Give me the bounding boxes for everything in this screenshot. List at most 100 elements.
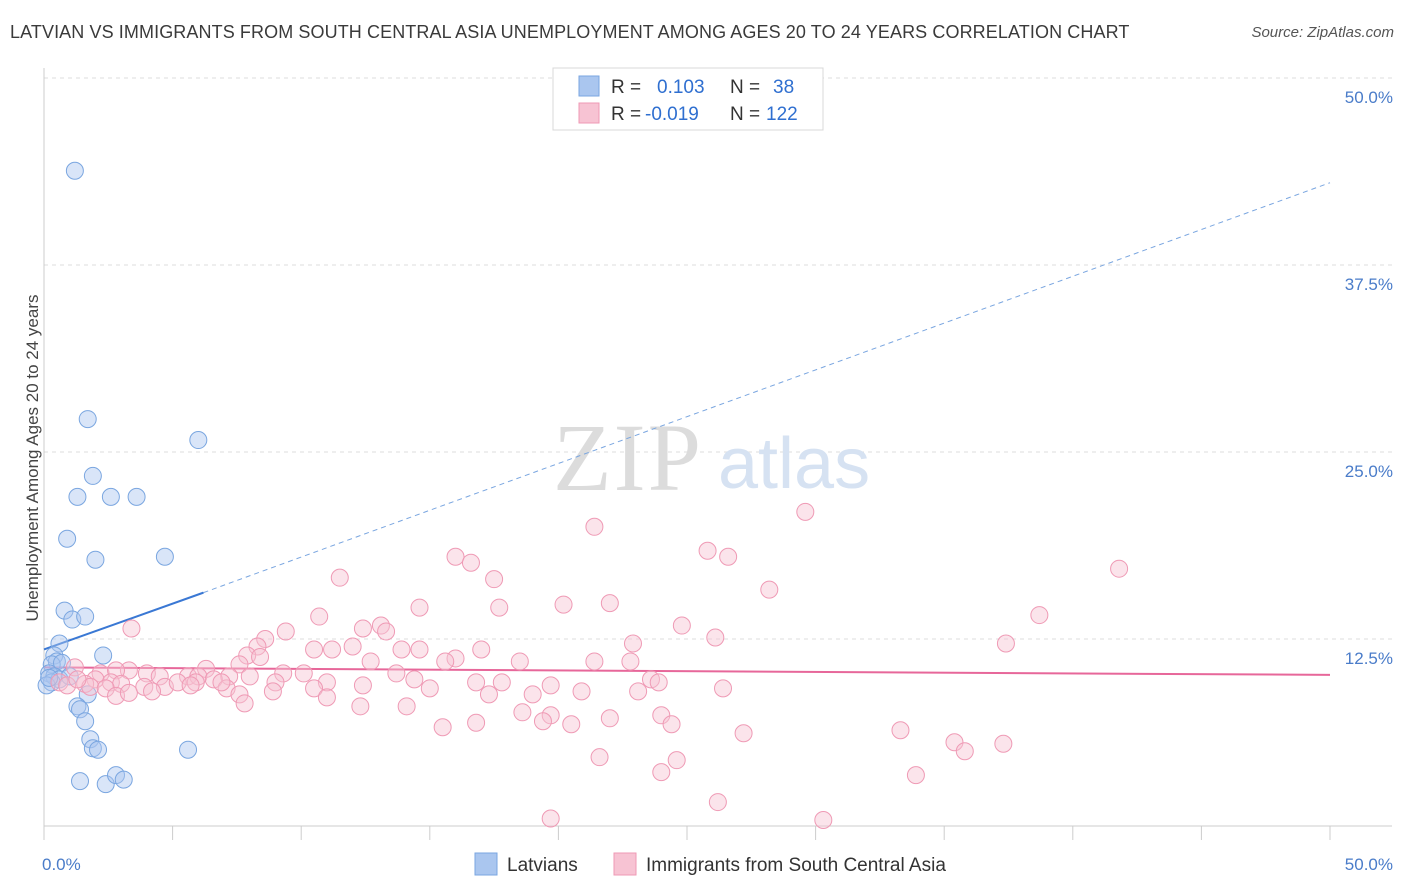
point-series1-12 <box>410 598 429 617</box>
y-tick-labels: 12.5% 25.0% 37.5% 50.0% <box>1345 88 1393 668</box>
point-series1-93 <box>119 683 138 702</box>
point-series0-5 <box>101 487 120 506</box>
point-series1-10 <box>554 595 573 614</box>
point-series0-9 <box>155 547 174 566</box>
point-series1-8 <box>485 570 504 589</box>
point-series1-95 <box>351 697 370 716</box>
point-series1-94 <box>235 694 254 713</box>
data-points <box>37 161 1129 830</box>
point-series1-34 <box>251 647 270 666</box>
point-series1-35 <box>361 652 380 671</box>
point-series1-91 <box>68 670 87 689</box>
series-swatch-latvians <box>474 852 498 876</box>
point-series1-109 <box>945 733 964 752</box>
point-series1-114 <box>652 763 671 782</box>
point-series0-4 <box>68 487 87 506</box>
point-series1-86 <box>305 679 324 698</box>
point-series1-21 <box>672 616 691 635</box>
y-tick-label-3: 50.0% <box>1345 88 1393 107</box>
point-series1-6 <box>1110 559 1129 578</box>
series-legend: Latvians Immigrants from South Central A… <box>474 852 946 876</box>
point-series1-59 <box>541 676 560 695</box>
point-series1-79 <box>420 679 439 698</box>
point-series1-4 <box>446 547 465 566</box>
point-series1-43 <box>197 659 216 678</box>
point-series1-100 <box>181 676 200 695</box>
point-series1-52 <box>240 667 259 686</box>
point-series1-111 <box>994 734 1013 753</box>
point-series0-2 <box>189 431 208 450</box>
point-series1-36 <box>446 649 465 668</box>
point-series1-90 <box>58 676 77 695</box>
point-series1-78 <box>353 676 372 695</box>
point-series1-97 <box>513 703 532 722</box>
trend-line-immigrants <box>43 666 1331 676</box>
watermark-atlas: atlas <box>718 424 870 504</box>
legend-r-label-1: R = <box>611 77 641 98</box>
legend-r-value-1: 0.103 <box>657 77 705 98</box>
point-series1-27 <box>343 637 362 656</box>
point-series1-115 <box>906 766 925 785</box>
axes <box>43 68 1392 840</box>
point-series1-48 <box>150 667 169 686</box>
point-series1-75 <box>212 673 231 692</box>
point-series0-26 <box>68 697 87 716</box>
legend-swatch-latvians <box>578 75 600 97</box>
trend-lines <box>43 182 1331 676</box>
point-series1-72 <box>96 679 115 698</box>
point-series1-37 <box>510 652 529 671</box>
point-series0-34 <box>96 775 115 794</box>
source-credit: Source: ZipAtlas.com <box>1251 24 1394 41</box>
point-series1-28 <box>305 640 324 659</box>
point-series1-67 <box>186 673 205 692</box>
point-series0-8 <box>86 550 105 569</box>
legend-n-label-2: N = <box>730 104 760 125</box>
point-series0-27 <box>71 700 90 719</box>
grid-lines <box>44 77 1392 640</box>
point-series1-108 <box>891 721 910 740</box>
point-series1-87 <box>317 688 336 707</box>
point-series1-53 <box>274 664 293 683</box>
point-series0-32 <box>179 740 198 759</box>
x-tick-label-max: 50.0% <box>1345 855 1393 874</box>
point-series0-10 <box>55 601 74 620</box>
trend-line-latvians <box>43 591 204 651</box>
point-series1-88 <box>523 685 542 704</box>
point-series1-96 <box>397 697 416 716</box>
point-series1-46 <box>107 661 126 680</box>
point-series1-16 <box>122 619 141 638</box>
point-series1-102 <box>467 713 486 732</box>
point-series1-55 <box>387 664 406 683</box>
point-series1-20 <box>276 622 295 641</box>
point-series1-18 <box>371 616 390 635</box>
point-series1-61 <box>649 673 668 692</box>
point-series1-40 <box>621 652 640 671</box>
y-tick-label-1: 25.0% <box>1345 462 1393 481</box>
watermark: ZIP atlas <box>553 404 870 511</box>
point-series0-31 <box>89 740 108 759</box>
point-series1-38 <box>585 652 604 671</box>
point-series0-37 <box>40 668 59 687</box>
point-series1-107 <box>734 724 753 743</box>
point-series0-6 <box>127 487 146 506</box>
point-series0-7 <box>58 529 77 548</box>
point-series1-41 <box>230 655 249 674</box>
point-series0-18 <box>94 646 113 665</box>
point-series1-81 <box>572 682 591 701</box>
point-series1-14 <box>1030 606 1049 625</box>
point-series1-23 <box>256 630 275 648</box>
x-tick-label-min: 0.0% <box>42 855 81 874</box>
point-series1-13 <box>490 598 509 617</box>
point-series1-117 <box>541 809 560 828</box>
point-series1-80 <box>479 685 498 704</box>
point-series1-22 <box>706 628 725 647</box>
point-series1-105 <box>662 715 681 734</box>
point-series1-7 <box>330 568 349 587</box>
x-tick-labels: 0.0% 50.0% <box>42 855 1393 874</box>
point-series1-83 <box>714 679 733 698</box>
watermark-zip: ZIP <box>553 404 703 511</box>
trend-line-latvians-extension <box>203 182 1331 594</box>
point-series1-24 <box>996 634 1015 653</box>
point-series1-11 <box>600 594 619 613</box>
